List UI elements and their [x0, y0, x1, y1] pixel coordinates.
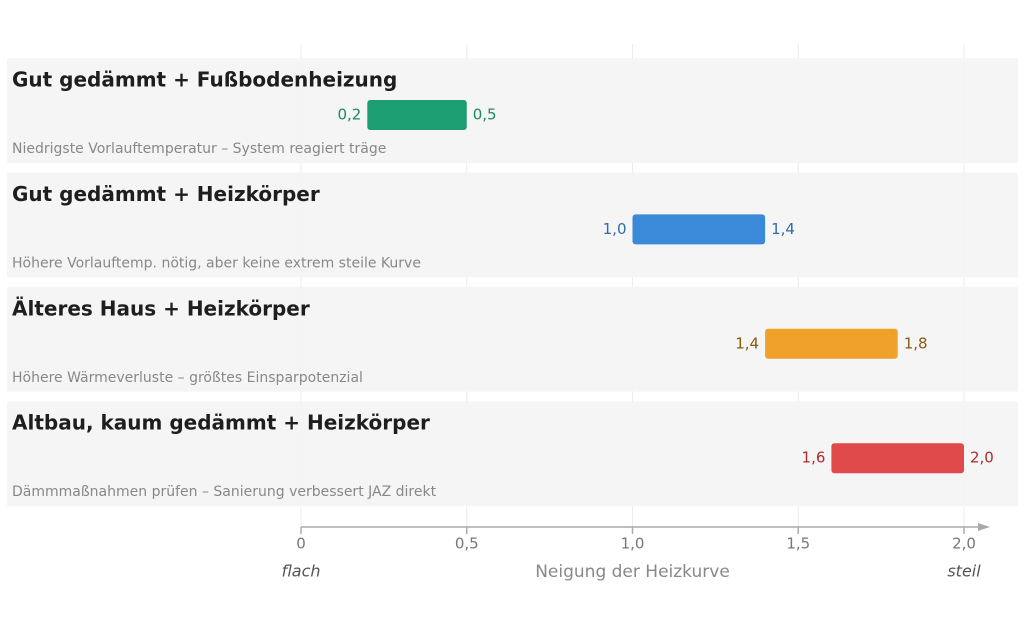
low-label: 1,0	[603, 220, 627, 238]
x-axis-label: Neigung der Heizkurve	[535, 562, 730, 582]
row-note: Höhere Vorlauftemp. nötig, aber keine ex…	[12, 255, 421, 271]
high-label: 1,8	[904, 334, 928, 352]
row-title: Älteres Haus + Heizkörper	[12, 296, 310, 320]
high-label: 2,0	[970, 449, 994, 467]
low-label: 0,2	[337, 106, 361, 124]
row-note: Niedrigste Vorlauftemperatur – System re…	[12, 141, 386, 157]
range-bar	[765, 328, 898, 359]
low-label: 1,4	[735, 334, 759, 352]
x-tick-label: 2,0	[952, 535, 976, 553]
row-panel	[7, 286, 1018, 392]
range-bar	[632, 214, 766, 245]
range-bar	[831, 443, 964, 474]
range-bar	[367, 100, 467, 130]
row-panel	[7, 172, 1018, 278]
x-tick-label: 1,0	[621, 535, 645, 553]
x-tick-label: 0	[296, 535, 306, 553]
row-note: Dämmmaßnahmen prüfen – Sanierung verbess…	[12, 484, 437, 500]
x-tick-label: 1,5	[786, 535, 810, 553]
row-panel	[7, 401, 1018, 507]
annotation: steil	[947, 562, 981, 581]
high-label: 0,5	[473, 106, 497, 124]
x-tick-label: 0,5	[455, 535, 479, 553]
row-title: Altbau, kaum gedämmt + Heizkörper	[12, 411, 430, 435]
axis-arrow	[978, 523, 990, 531]
annotation: flach	[281, 562, 320, 581]
low-label: 1,6	[802, 449, 826, 467]
row-title: Gut gedämmt + Heizkörper	[12, 182, 320, 206]
high-label: 1,4	[771, 220, 795, 238]
row-note: Höhere Wärmeverluste – größtes Einsparpo…	[12, 370, 363, 386]
row-title: Gut gedämmt + Fußbodenheizung	[12, 68, 397, 92]
row-panel	[7, 58, 1018, 163]
